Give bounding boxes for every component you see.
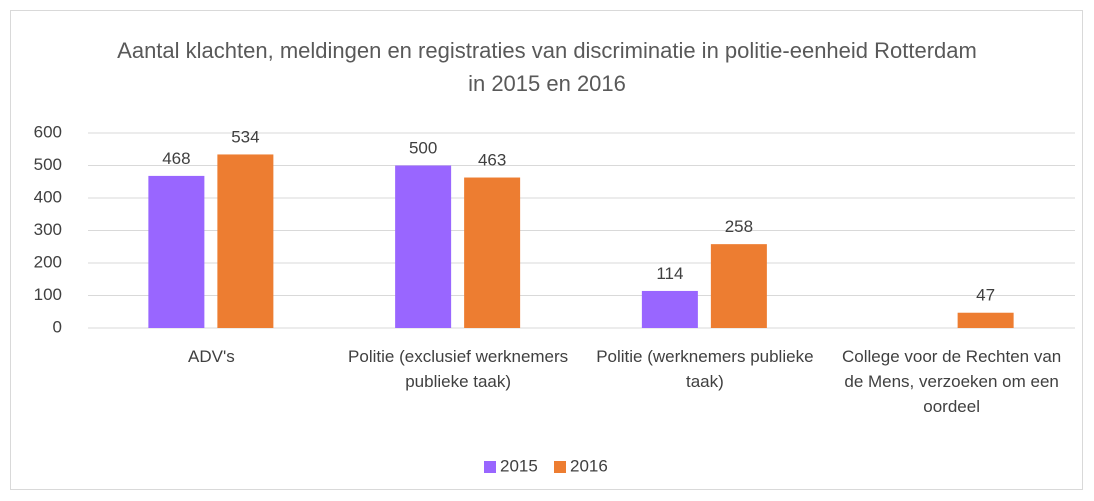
bar xyxy=(710,244,767,328)
legend-label: 2016 xyxy=(570,456,608,475)
legend-swatch xyxy=(554,461,566,473)
value-label: 258 xyxy=(725,217,753,236)
y-tick-label: 500 xyxy=(34,155,62,174)
y-tick-label: 0 xyxy=(53,317,62,336)
chart-title: Aantal klachten, meldingen en registrati… xyxy=(117,38,977,96)
x-tick-label: College voor de Rechten van de Mens, ver… xyxy=(842,347,1062,416)
x-tick-label: Politie (werknemers publieke taak) xyxy=(596,347,814,391)
legend-swatch xyxy=(484,461,496,473)
x-tick-label: ADV's xyxy=(188,347,235,366)
bar xyxy=(217,154,274,328)
y-tick-label: 200 xyxy=(34,252,62,271)
y-tick-label: 300 xyxy=(34,220,62,239)
bar xyxy=(148,175,205,328)
y-tick-label: 600 xyxy=(34,122,62,141)
value-label: 500 xyxy=(409,139,437,158)
value-label: 468 xyxy=(162,149,190,168)
y-tick-label: 100 xyxy=(34,285,62,304)
value-label: 47 xyxy=(976,286,995,305)
x-tick-label: Politie (exclusief werknemers publieke t… xyxy=(348,347,569,391)
legend-label: 2015 xyxy=(500,456,538,475)
bar xyxy=(957,312,1014,328)
bar xyxy=(641,290,698,328)
bar xyxy=(464,177,521,328)
value-label: 114 xyxy=(656,264,683,283)
bar xyxy=(395,165,452,328)
value-label: 463 xyxy=(478,151,506,170)
y-tick-label: 400 xyxy=(34,187,62,206)
value-label: 534 xyxy=(231,127,259,146)
